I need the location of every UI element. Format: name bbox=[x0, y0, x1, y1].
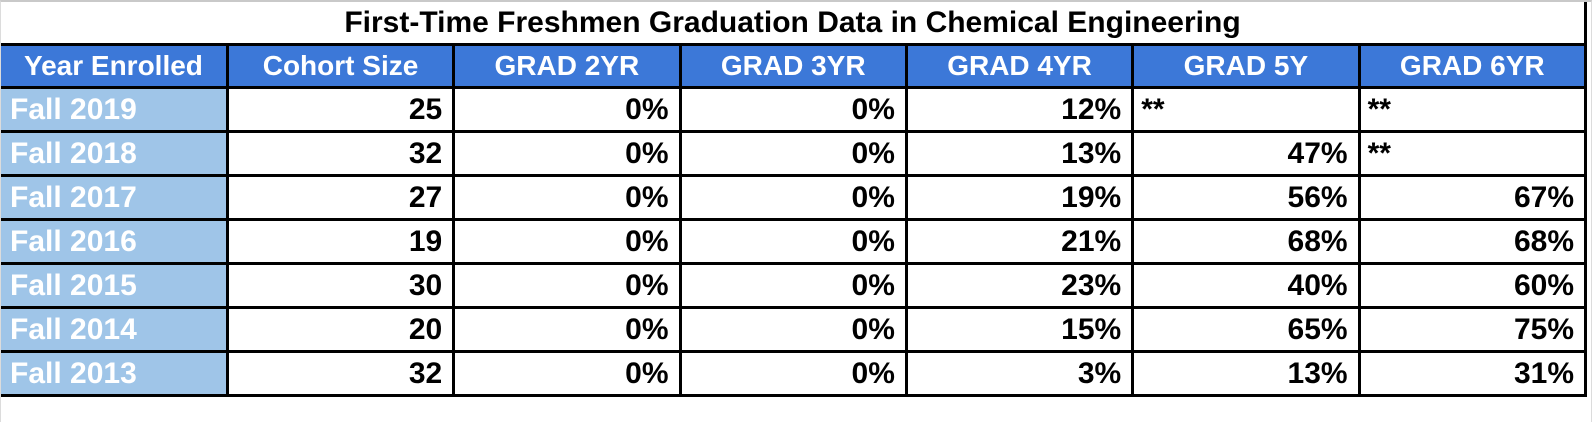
data-cell: 19% bbox=[904, 174, 1135, 221]
data-cell: ** bbox=[1357, 130, 1588, 177]
data-cell: 65% bbox=[1131, 306, 1361, 353]
column-header-grad-3yr: GRAD 3YR bbox=[678, 43, 908, 89]
data-cell: 27 bbox=[225, 174, 456, 221]
column-header-grad-2yr: GRAD 2YR bbox=[452, 43, 682, 89]
data-cell: 75% bbox=[1357, 306, 1588, 353]
table-row-fall-2017: Fall 2017 27 0% 0% 19% 56% 67% bbox=[1, 174, 1588, 221]
header-row: Year Enrolled Cohort Size GRAD 2YR GRAD 3YR… bbox=[1, 43, 1588, 89]
data-cell: 32 bbox=[225, 350, 456, 397]
data-cell: 0% bbox=[678, 130, 908, 177]
table-body: Fall 2019 25 0% 0% 12% ** ** Fall 2018 32 0% 0% 13%… bbox=[1, 86, 1588, 397]
data-cell: 25 bbox=[225, 86, 456, 133]
data-cell: 68% bbox=[1357, 218, 1588, 265]
data-cell: 13% bbox=[1131, 350, 1361, 397]
table-title: First-Time Freshmen Graduation Data in C… bbox=[1, 2, 1587, 45]
data-cell: 0% bbox=[452, 218, 682, 265]
table-row-fall-2018: Fall 2018 32 0% 0% 13% 47% ** bbox=[1, 130, 1588, 177]
data-cell: 0% bbox=[452, 306, 682, 353]
data-cell: 0% bbox=[678, 262, 908, 309]
year-label-cell: Fall 2018 bbox=[1, 130, 229, 177]
title-row: First-Time Freshmen Graduation Data in C… bbox=[1, 2, 1587, 45]
data-cell: 0% bbox=[678, 350, 908, 397]
year-label-cell: Fall 2019 bbox=[1, 86, 229, 133]
data-cell: 0% bbox=[452, 174, 682, 221]
table-row-fall-2016: Fall 2016 19 0% 0% 21% 68% 68% bbox=[1, 218, 1588, 265]
table-row-fall-2015: Fall 2015 30 0% 0% 23% 40% 60% bbox=[1, 262, 1588, 309]
data-cell: 15% bbox=[904, 306, 1135, 353]
data-cell: 0% bbox=[452, 262, 682, 309]
year-label-cell: Fall 2015 bbox=[1, 262, 229, 309]
data-cell: 68% bbox=[1131, 218, 1361, 265]
table-row-fall-2014: Fall 2014 20 0% 0% 15% 65% 75% bbox=[1, 306, 1588, 353]
table-row-fall-2013: Fall 2013 32 0% 0% 3% 13% 31% bbox=[1, 350, 1588, 397]
column-header-grad-6yr: GRAD 6YR bbox=[1357, 43, 1588, 89]
data-cell: 23% bbox=[904, 262, 1135, 309]
data-cell: 67% bbox=[1357, 174, 1588, 221]
column-header-cohort-size: Cohort Size bbox=[225, 43, 456, 89]
data-cell: 0% bbox=[452, 350, 682, 397]
column-header-grad-4yr: GRAD 4YR bbox=[904, 43, 1135, 89]
data-cell: 30 bbox=[225, 262, 456, 309]
data-cell: 20 bbox=[225, 306, 456, 353]
data-cell: 31% bbox=[1357, 350, 1588, 397]
column-header-grad-5y: GRAD 5Y bbox=[1131, 43, 1361, 89]
data-cell: 0% bbox=[678, 174, 908, 221]
data-cell: 32 bbox=[225, 130, 456, 177]
column-header-year-enrolled: Year Enrolled bbox=[1, 43, 229, 89]
year-label-cell: Fall 2017 bbox=[1, 174, 229, 221]
data-cell: 40% bbox=[1131, 262, 1361, 309]
data-cell: 12% bbox=[904, 86, 1135, 133]
year-label-cell: Fall 2014 bbox=[1, 306, 229, 353]
data-cell: 0% bbox=[452, 86, 682, 133]
data-cell: 56% bbox=[1131, 174, 1361, 221]
data-cell: 0% bbox=[678, 218, 908, 265]
data-cell: 0% bbox=[678, 306, 908, 353]
table-row-fall-2019: Fall 2019 25 0% 0% 12% ** ** bbox=[1, 86, 1588, 133]
year-label-cell: Fall 2013 bbox=[1, 350, 229, 397]
data-cell: 19 bbox=[225, 218, 456, 265]
graduation-table: First-Time Freshmen Graduation Data in C… bbox=[1, 2, 1588, 397]
data-cell: 0% bbox=[452, 130, 682, 177]
data-cell: 3% bbox=[904, 350, 1135, 397]
data-cell: 13% bbox=[904, 130, 1135, 177]
data-cell: ** bbox=[1357, 86, 1588, 133]
data-cell: 60% bbox=[1357, 262, 1588, 309]
data-cell: 0% bbox=[678, 86, 908, 133]
data-cell: 21% bbox=[904, 218, 1135, 265]
data-cell: 47% bbox=[1131, 130, 1361, 177]
year-label-cell: Fall 2016 bbox=[1, 218, 229, 265]
data-cell: ** bbox=[1131, 86, 1361, 133]
